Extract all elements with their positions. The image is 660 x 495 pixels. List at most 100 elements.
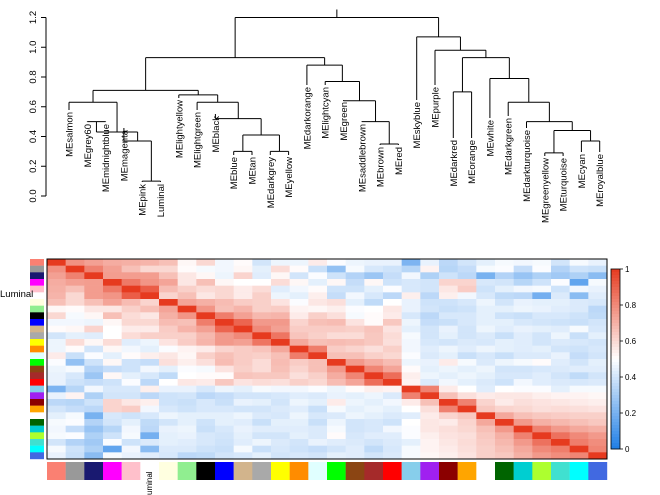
heatmap-cell <box>103 432 122 440</box>
heatmap-cell <box>476 285 496 293</box>
heatmap-cell <box>495 352 514 360</box>
heatmap-cell <box>215 339 234 346</box>
heatmap-cell <box>551 379 570 386</box>
heatmap-cell <box>439 379 458 386</box>
heatmap-cell <box>308 425 328 433</box>
heatmap-cell <box>588 432 608 440</box>
heatmap-cell <box>103 452 122 460</box>
color-legend-tick-label: 1 <box>625 265 630 274</box>
heatmap-cell <box>215 432 234 440</box>
heatmap-cell <box>271 292 290 300</box>
heatmap-cell <box>513 392 533 400</box>
row-color-swatch <box>30 439 44 446</box>
heatmap-cell <box>327 412 346 420</box>
heatmap-cell <box>364 345 384 353</box>
heatmap-cell <box>569 385 589 393</box>
heatmap-cell <box>47 392 66 400</box>
heatmap-cell <box>177 285 197 293</box>
heatmap-cell <box>513 272 533 280</box>
heatmap-cell <box>177 292 197 300</box>
heatmap-cell <box>196 305 216 313</box>
heatmap-cell <box>177 279 197 286</box>
heatmap-cell <box>327 325 346 333</box>
heatmap-cell <box>476 332 496 340</box>
heatmap-cell <box>551 419 570 426</box>
heatmap-cell <box>364 305 384 313</box>
heatmap-cell <box>289 412 309 420</box>
heatmap-cell <box>383 352 402 360</box>
heatmap-cell <box>252 325 272 333</box>
row-color-swatch <box>30 419 44 426</box>
heatmap-cell <box>215 299 234 306</box>
heatmap-cell <box>420 312 440 320</box>
heatmap-cell <box>308 432 328 440</box>
heatmap-cell <box>215 332 234 340</box>
heatmap-cell <box>401 419 421 426</box>
heatmap-cell <box>588 365 608 373</box>
heatmap-cell <box>271 365 290 373</box>
heatmap-cell <box>420 432 440 440</box>
heatmap-cell <box>345 439 365 446</box>
heatmap-cell <box>289 319 309 326</box>
heatmap-cell <box>252 405 272 413</box>
heatmap-cell <box>177 439 197 446</box>
heatmap-cell <box>532 392 552 400</box>
heatmap-cell <box>177 385 197 393</box>
row-color-swatch <box>30 272 44 280</box>
heatmap-cell <box>364 379 384 386</box>
heatmap-cell <box>495 339 514 346</box>
color-legend-step <box>611 314 620 318</box>
heatmap-cell <box>289 352 309 360</box>
heatmap-cell <box>439 292 458 300</box>
heatmap-cell <box>121 412 141 420</box>
heatmap-cell <box>439 439 458 446</box>
heatmap-cell <box>551 399 570 406</box>
heatmap-cell <box>252 319 272 326</box>
heatmap-cell <box>401 319 421 326</box>
heatmap-cell <box>327 379 346 386</box>
heatmap-cell <box>532 439 552 446</box>
heatmap-cell <box>121 399 141 406</box>
heatmap-cell <box>308 292 328 300</box>
heatmap-cell <box>364 365 384 373</box>
heatmap-cell <box>140 379 160 386</box>
leaf-label: MEwhite <box>485 120 496 156</box>
heatmap-cell <box>551 325 570 333</box>
heatmap-cell <box>140 312 160 320</box>
heatmap-cell <box>215 439 234 446</box>
color-legend-step <box>611 389 620 393</box>
heatmap-cell <box>345 279 365 286</box>
heatmap-cell <box>308 365 328 373</box>
heatmap-cell <box>140 419 160 426</box>
heatmap-cell <box>215 419 234 426</box>
heatmap-cell <box>84 405 104 413</box>
heatmap-cell <box>476 405 496 413</box>
color-legend-tick-label: 0.6 <box>625 337 637 346</box>
heatmap-cell <box>140 392 160 400</box>
leaf-label: MEtan <box>248 157 259 184</box>
heatmap-cell <box>47 379 66 386</box>
color-legend-step <box>611 347 620 351</box>
heatmap-cell <box>439 285 458 293</box>
color-legend-step <box>611 293 620 297</box>
heatmap-cell <box>121 385 141 393</box>
heatmap-cell <box>252 305 272 313</box>
heatmap-cell <box>439 432 458 440</box>
column-color-swatch <box>84 462 104 480</box>
heatmap-cell <box>327 279 346 286</box>
heatmap-cell <box>569 372 589 380</box>
heatmap-cell <box>532 259 552 266</box>
row-color-swatch <box>30 332 44 340</box>
heatmap-cell <box>233 345 253 353</box>
color-legend-step <box>611 401 620 405</box>
heatmap-cell <box>476 259 496 266</box>
heatmap-cell <box>215 259 234 266</box>
heatmap-cell <box>569 379 589 386</box>
row-color-swatch <box>30 405 44 413</box>
heatmap-cell <box>327 452 346 460</box>
heatmap-cell <box>233 332 253 340</box>
heatmap-cell <box>588 352 608 360</box>
color-legend-step <box>611 335 620 339</box>
y-tick-label: 0.0 <box>28 189 39 202</box>
heatmap-cell <box>308 439 328 446</box>
